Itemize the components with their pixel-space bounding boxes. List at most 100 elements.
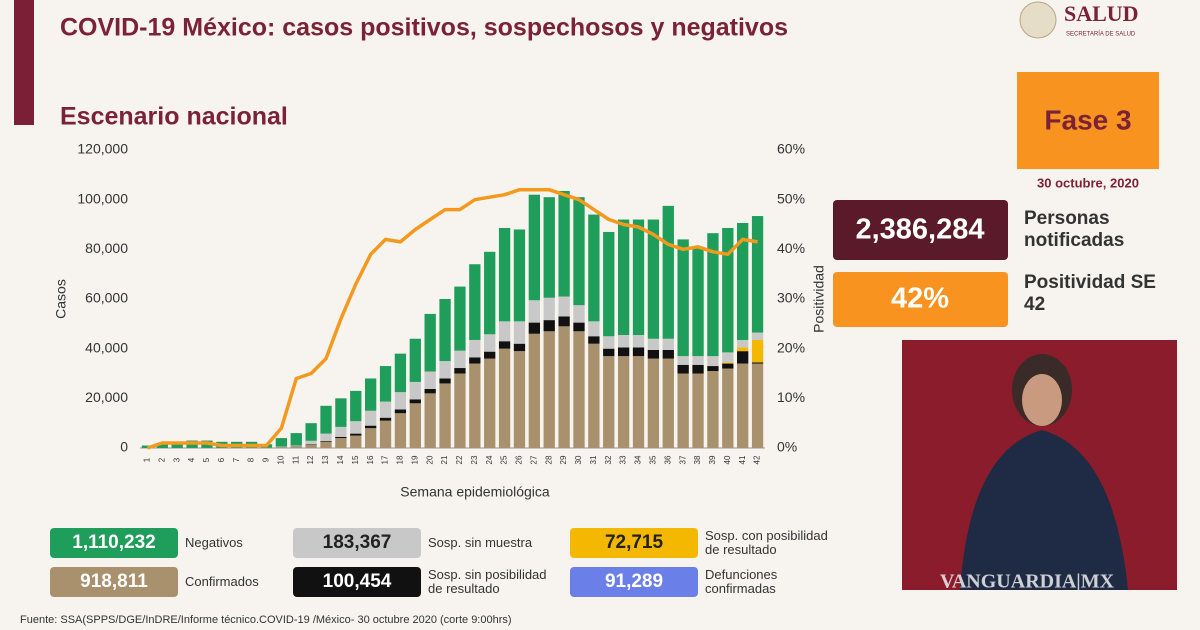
x-tick-label: 2	[157, 457, 166, 462]
side-bar	[14, 0, 34, 125]
bar-segment	[677, 364, 689, 374]
bar-segment	[573, 331, 585, 448]
bar-segment	[513, 351, 526, 448]
x-tick-label: 17	[381, 455, 390, 464]
legend-label: Confirmados	[185, 574, 259, 589]
y-axis-label: Casos	[53, 279, 69, 319]
x-tick-label: 9	[262, 457, 271, 462]
x-tick-label: 27	[529, 455, 538, 464]
legend-label: Sosp. sin posibilidad de resultado	[428, 567, 547, 596]
bar-segment	[692, 373, 704, 448]
bar-segment	[617, 219, 630, 336]
x-tick-label: 22	[455, 455, 464, 464]
x-tick-label: 21	[440, 455, 449, 464]
bar-segment	[617, 335, 630, 348]
x-tick-label: 35	[649, 455, 658, 464]
x-tick-label: 8	[247, 457, 256, 462]
bar-segment	[484, 251, 496, 335]
x-tick-label: 29	[559, 455, 568, 464]
bar-segment	[588, 336, 600, 344]
x-tick-label: 28	[544, 455, 553, 464]
interpreter-face	[1022, 374, 1062, 426]
bar-segment	[692, 246, 704, 357]
x-tick-label: 39	[708, 455, 717, 464]
bar-segment	[632, 356, 645, 448]
interpreter-body	[960, 430, 1128, 590]
x-tick-label: 32	[604, 455, 613, 464]
x-tick-label: 37	[678, 455, 687, 464]
bar-segment	[454, 286, 466, 351]
bar-segment	[379, 420, 392, 448]
stat-box	[833, 272, 1008, 327]
bar-segment	[394, 413, 407, 448]
bar-segment	[558, 326, 570, 448]
bar-segment	[305, 445, 317, 448]
bar-segment	[498, 227, 511, 322]
y-tick-label: 60,000	[85, 290, 128, 306]
y-tick-label: 100,000	[77, 190, 128, 206]
bar-segment	[707, 233, 719, 357]
logo: SALUD	[1064, 1, 1139, 26]
x-tick-label: 38	[693, 455, 702, 464]
x-tick-label: 4	[187, 457, 196, 462]
bar-segment	[484, 351, 496, 359]
bar-segment	[737, 339, 749, 348]
x-tick-label: 25	[500, 455, 509, 464]
bar-segment	[439, 378, 451, 384]
legend-label: Sosp. sin muestra	[428, 535, 533, 550]
bar-segment	[543, 331, 555, 448]
legend-label: Negativos	[185, 535, 243, 550]
y2-tick-label: 40%	[777, 240, 805, 256]
bar-segment	[603, 336, 615, 349]
y2-tick-label: 30%	[777, 290, 805, 306]
stat-label: Positividad SE 42	[1024, 272, 1156, 315]
stat-value: 42%	[891, 283, 949, 315]
y-tick-label: 0	[120, 439, 128, 455]
x-tick-label: 34	[634, 455, 643, 464]
bar-segment	[379, 417, 392, 421]
bar-segment	[409, 399, 421, 404]
bar-segment	[543, 197, 555, 298]
x-axis-label: Semana epidemiológica	[400, 484, 550, 500]
x-tick-label: 36	[663, 455, 672, 464]
x-tick-label: 24	[485, 455, 494, 464]
phase-box	[1017, 72, 1159, 169]
bar-segment	[320, 433, 332, 442]
bar-segment	[424, 393, 436, 448]
positivity-line	[146, 187, 758, 450]
bar-segment	[543, 297, 555, 321]
stat-value: 2,386,284	[855, 214, 984, 246]
x-tick-label: 30	[574, 455, 583, 464]
x-tick-label: 31	[589, 455, 598, 464]
stat-label: Personas notificadas	[1024, 208, 1125, 251]
x-tick-label: 26	[515, 455, 524, 464]
bar-segment	[588, 321, 600, 337]
bar-segment	[543, 320, 555, 332]
bar-segment	[469, 264, 481, 340]
bar-segment	[320, 405, 332, 434]
bar-segment	[424, 388, 436, 394]
bar-segment	[751, 362, 764, 364]
bar-segment	[305, 440, 317, 445]
source: Fuente: SSA(SPPS/DGE/InDRE/Informe técni…	[20, 614, 512, 626]
bar-segment	[335, 426, 347, 437]
y2-tick-label: 0%	[777, 439, 797, 455]
bar-segment	[320, 441, 332, 442]
bar-segment	[722, 363, 734, 369]
bar-segment	[513, 229, 526, 322]
bar-segment	[379, 401, 392, 418]
bar-segment	[677, 373, 689, 448]
bar-segment	[632, 335, 645, 348]
x-tick-label: 1	[143, 457, 152, 462]
bar-segment	[290, 446, 302, 448]
bar-segment	[751, 339, 764, 363]
bar-segment	[484, 358, 496, 448]
phase: Fase 3	[1044, 104, 1131, 135]
bar-segment	[528, 333, 540, 448]
x-tick-label: 18	[396, 455, 405, 464]
bar-segment	[632, 219, 645, 336]
x-tick-label: 41	[738, 455, 747, 464]
bar-segment	[751, 216, 764, 333]
bar-segment	[365, 378, 377, 411]
